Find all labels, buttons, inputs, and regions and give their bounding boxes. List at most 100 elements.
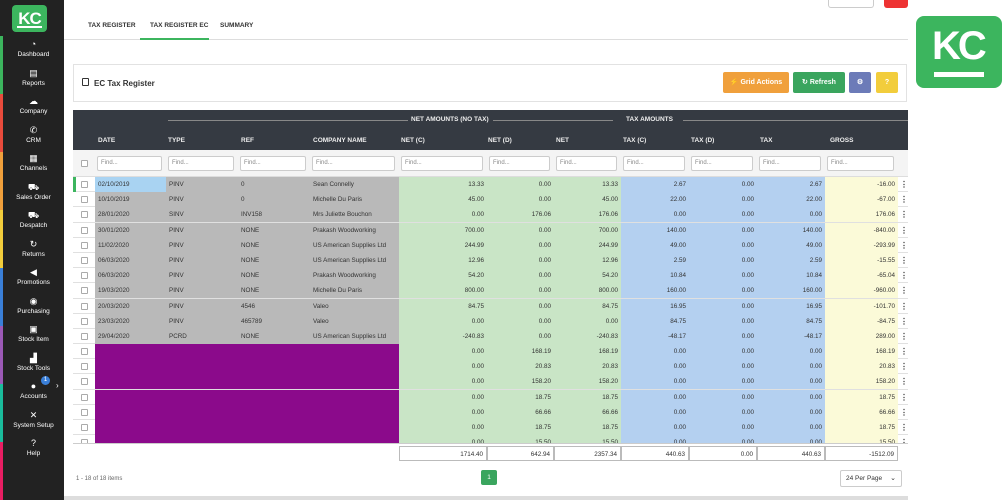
row-checkbox[interactable] <box>81 256 88 264</box>
column-header-type[interactable]: TYPE <box>168 137 185 144</box>
tab-tax-register[interactable]: TAX REGISTER <box>88 22 136 29</box>
top-action-button[interactable] <box>828 0 874 8</box>
row-menu-icon[interactable]: ⋮ <box>900 407 908 417</box>
row-menu-icon[interactable]: ⋮ <box>900 301 908 311</box>
filter-input-date[interactable]: Find... <box>97 156 162 171</box>
table-row[interactable]: 02/10/2019 PINV 0 Sean Connelly 13.33 0.00 13.… <box>73 177 908 193</box>
bottom-scrollbar[interactable] <box>64 496 908 500</box>
column-header-company-name[interactable]: COMPANY NAME <box>313 137 367 144</box>
sidebar-item-help[interactable]: ? Help <box>3 436 64 464</box>
table-row[interactable]: 28/01/2020 SINV INV158 Mrs Juliette Bouchon… <box>73 207 908 223</box>
row-menu-icon[interactable]: ⋮ <box>900 180 908 189</box>
row-checkbox[interactable] <box>81 181 88 188</box>
column-header-tax-d[interactable]: TAX (D) <box>691 137 715 144</box>
kc-logo[interactable]: KC <box>12 5 47 32</box>
sidebar-item-stock-tools[interactable]: ▟ Stock Tools <box>3 351 64 379</box>
filter-input-tax[interactable]: Find... <box>759 156 821 171</box>
row-checkbox[interactable] <box>81 211 88 219</box>
filter-input-netd[interactable]: Find... <box>489 156 550 171</box>
page-button-1[interactable]: 1 <box>481 470 497 485</box>
table-row[interactable]: 10/10/2019 PINV 0 Michelle Du Paris 45.00 0.0… <box>73 192 908 208</box>
row-menu-icon[interactable]: ⋮ <box>900 286 908 296</box>
sidebar-item-stock-item[interactable]: ▣ Stock Item <box>3 322 64 350</box>
sidebar-item-company[interactable]: ☁ Company <box>3 94 64 122</box>
chevron-right-icon[interactable]: › <box>56 381 59 390</box>
tab-summary[interactable]: SUMMARY <box>220 22 254 29</box>
select-all-checkbox[interactable] <box>81 160 88 167</box>
row-menu-icon[interactable]: ⋮ <box>900 316 908 326</box>
table-row[interactable]: 0.00 168.19 168.19 0.00 0.00 0.00 168.19 ⋮ <box>73 344 908 360</box>
per-page-select[interactable]: 24 Per Page ⌄ <box>840 470 902 487</box>
row-checkbox[interactable] <box>81 196 88 204</box>
table-row[interactable]: 0.00 66.66 66.66 0.00 0.00 0.00 66.66 ⋮ <box>73 404 908 420</box>
row-menu-icon[interactable]: ⋮ <box>900 347 908 357</box>
filter-input-taxd[interactable]: Find... <box>691 156 753 171</box>
row-menu-icon[interactable]: ⋮ <box>900 195 908 205</box>
row-checkbox[interactable] <box>81 424 88 431</box>
refresh-button[interactable]: ↻ Refresh <box>793 72 845 93</box>
row-menu-icon[interactable]: ⋮ <box>900 255 908 265</box>
sidebar-item-dashboard[interactable]: ◔ Dashboard <box>3 37 64 65</box>
filter-input-type[interactable]: Find... <box>168 156 234 171</box>
sidebar-item-returns[interactable]: ↻ Returns <box>3 237 64 265</box>
column-header-ref[interactable]: REF <box>241 137 254 144</box>
table-row[interactable]: 23/03/2020 PINV 465789 Valeo 0.00 0.00 0.00 84.… <box>73 313 908 329</box>
sidebar-item-reports[interactable]: ▤ Reports <box>3 66 64 94</box>
sidebar-item-system-setup[interactable]: ✕ System Setup <box>3 408 64 436</box>
sidebar-item-accounts[interactable]: ● Accounts <box>3 379 64 407</box>
table-row[interactable]: 29/04/2020 PCRD NONE US American Supplies L… <box>73 328 908 345</box>
table-row[interactable]: 0.00 158.20 158.20 0.00 0.00 0.00 158.20 ⋮ <box>73 374 908 390</box>
column-header-date[interactable]: DATE <box>98 137 116 144</box>
row-checkbox[interactable] <box>81 363 88 371</box>
row-menu-icon[interactable]: ⋮ <box>900 423 908 432</box>
sidebar-item-despatch[interactable]: ⛟ Despatch <box>3 208 64 236</box>
row-checkbox[interactable] <box>81 317 88 325</box>
row-menu-icon[interactable]: ⋮ <box>900 210 908 220</box>
filter-input-net[interactable]: Find... <box>556 156 617 171</box>
filter-input-gross[interactable]: Find... <box>827 156 894 171</box>
row-checkbox[interactable] <box>81 241 88 249</box>
table-row[interactable]: 11/02/2020 PINV NONE US American Supplies L… <box>73 237 908 253</box>
table-row[interactable]: 0.00 18.75 18.75 0.00 0.00 0.00 18.75 ⋮ <box>73 389 908 405</box>
column-header-net-c[interactable]: NET (C) <box>401 137 425 144</box>
sidebar-item-channels[interactable]: ▦ Channels <box>3 151 64 179</box>
row-checkbox[interactable] <box>81 226 88 234</box>
row-checkbox[interactable] <box>81 272 88 280</box>
row-checkbox[interactable] <box>81 393 88 401</box>
row-menu-icon[interactable]: ⋮ <box>900 377 908 387</box>
row-menu-icon[interactable]: ⋮ <box>900 435 908 450</box>
top-close-button[interactable] <box>884 0 908 8</box>
row-checkbox[interactable] <box>81 302 88 310</box>
row-checkbox[interactable] <box>81 348 88 356</box>
filter-input-ref[interactable]: Find... <box>240 156 306 171</box>
sidebar-item-promotions[interactable]: ◀ Promotions <box>3 265 64 293</box>
column-header-tax[interactable]: TAX <box>760 137 773 144</box>
filter-input-taxc[interactable]: Find... <box>623 156 685 171</box>
row-checkbox[interactable] <box>81 378 88 386</box>
table-row[interactable]: 19/03/2020 PINV NONE Michelle Du Paris 800.0… <box>73 283 908 299</box>
row-checkbox[interactable] <box>81 287 88 295</box>
tab-tax-register-ec[interactable]: TAX REGISTER EC <box>140 22 209 40</box>
table-row[interactable]: 0.00 18.75 18.75 0.00 0.00 0.00 18.75 ⋮ <box>73 420 908 436</box>
row-menu-icon[interactable]: ⋮ <box>900 362 908 372</box>
table-row[interactable]: 06/03/2020 PINV NONE US American Supplies L… <box>73 252 908 269</box>
row-checkbox[interactable] <box>81 408 88 416</box>
filter-input-netc[interactable]: Find... <box>401 156 483 171</box>
sidebar-item-crm[interactable]: ✆ CRM <box>3 123 64 151</box>
table-row[interactable]: 30/01/2020 PINV NONE Prakash Woodworking 700… <box>73 222 908 238</box>
table-row[interactable]: 06/03/2020 PINV NONE Prakash Woodworking 54.… <box>73 268 908 284</box>
row-menu-icon[interactable]: ⋮ <box>900 240 908 250</box>
row-checkbox[interactable] <box>81 332 88 340</box>
settings-button[interactable]: ⚙ <box>849 72 871 93</box>
sidebar-item-purchasing[interactable]: ◉ Purchasing <box>3 294 64 322</box>
row-menu-icon[interactable]: ⋮ <box>900 392 908 402</box>
row-menu-icon[interactable]: ⋮ <box>900 271 908 281</box>
table-row[interactable]: 0.00 20.83 20.83 0.00 0.00 0.00 20.83 ⋮ <box>73 359 908 375</box>
column-header-gross[interactable]: GROSS <box>830 137 854 144</box>
row-menu-icon[interactable]: ⋮ <box>900 225 908 235</box>
table-row[interactable]: 20/03/2020 PINV 4546 Valeo 84.75 0.00 84.75 16.… <box>73 298 908 314</box>
help-button[interactable]: ? <box>876 72 898 93</box>
row-menu-icon[interactable]: ⋮ <box>900 331 908 341</box>
column-header-net[interactable]: NET <box>556 137 569 144</box>
column-header-tax-c[interactable]: TAX (C) <box>623 137 647 144</box>
